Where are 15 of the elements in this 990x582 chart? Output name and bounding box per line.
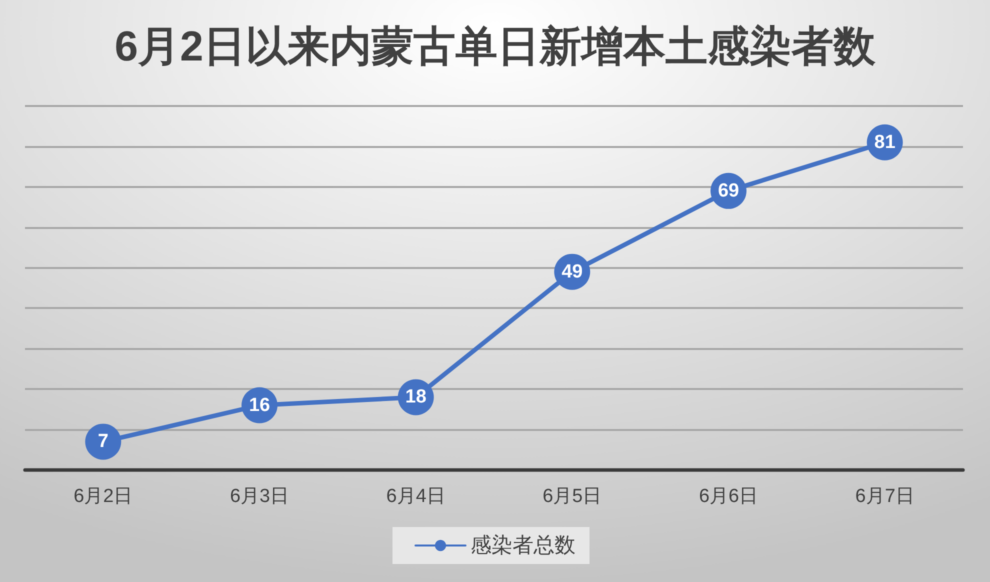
data-label: 7 xyxy=(98,431,108,452)
x-tick-label: 6月2日 xyxy=(74,486,133,507)
x-tick-label: 6月3日 xyxy=(230,486,290,507)
x-tick-label: 6月6日 xyxy=(698,486,758,507)
legend-label: 感染者总数 xyxy=(470,534,576,557)
x-tick-label: 6月5日 xyxy=(542,486,602,507)
data-label: 18 xyxy=(405,386,426,408)
data-label: 81 xyxy=(874,132,896,153)
data-label: 69 xyxy=(718,180,740,202)
point xyxy=(85,424,122,460)
x-tick-label: 6月7日 xyxy=(855,486,914,507)
chart-title: 6月2日以来内蒙古单日新增本土感染者数 xyxy=(114,22,876,70)
x-tick-label: 6月4日 xyxy=(386,486,446,507)
data-label: 49 xyxy=(562,261,583,282)
data-label: 16 xyxy=(248,394,270,416)
